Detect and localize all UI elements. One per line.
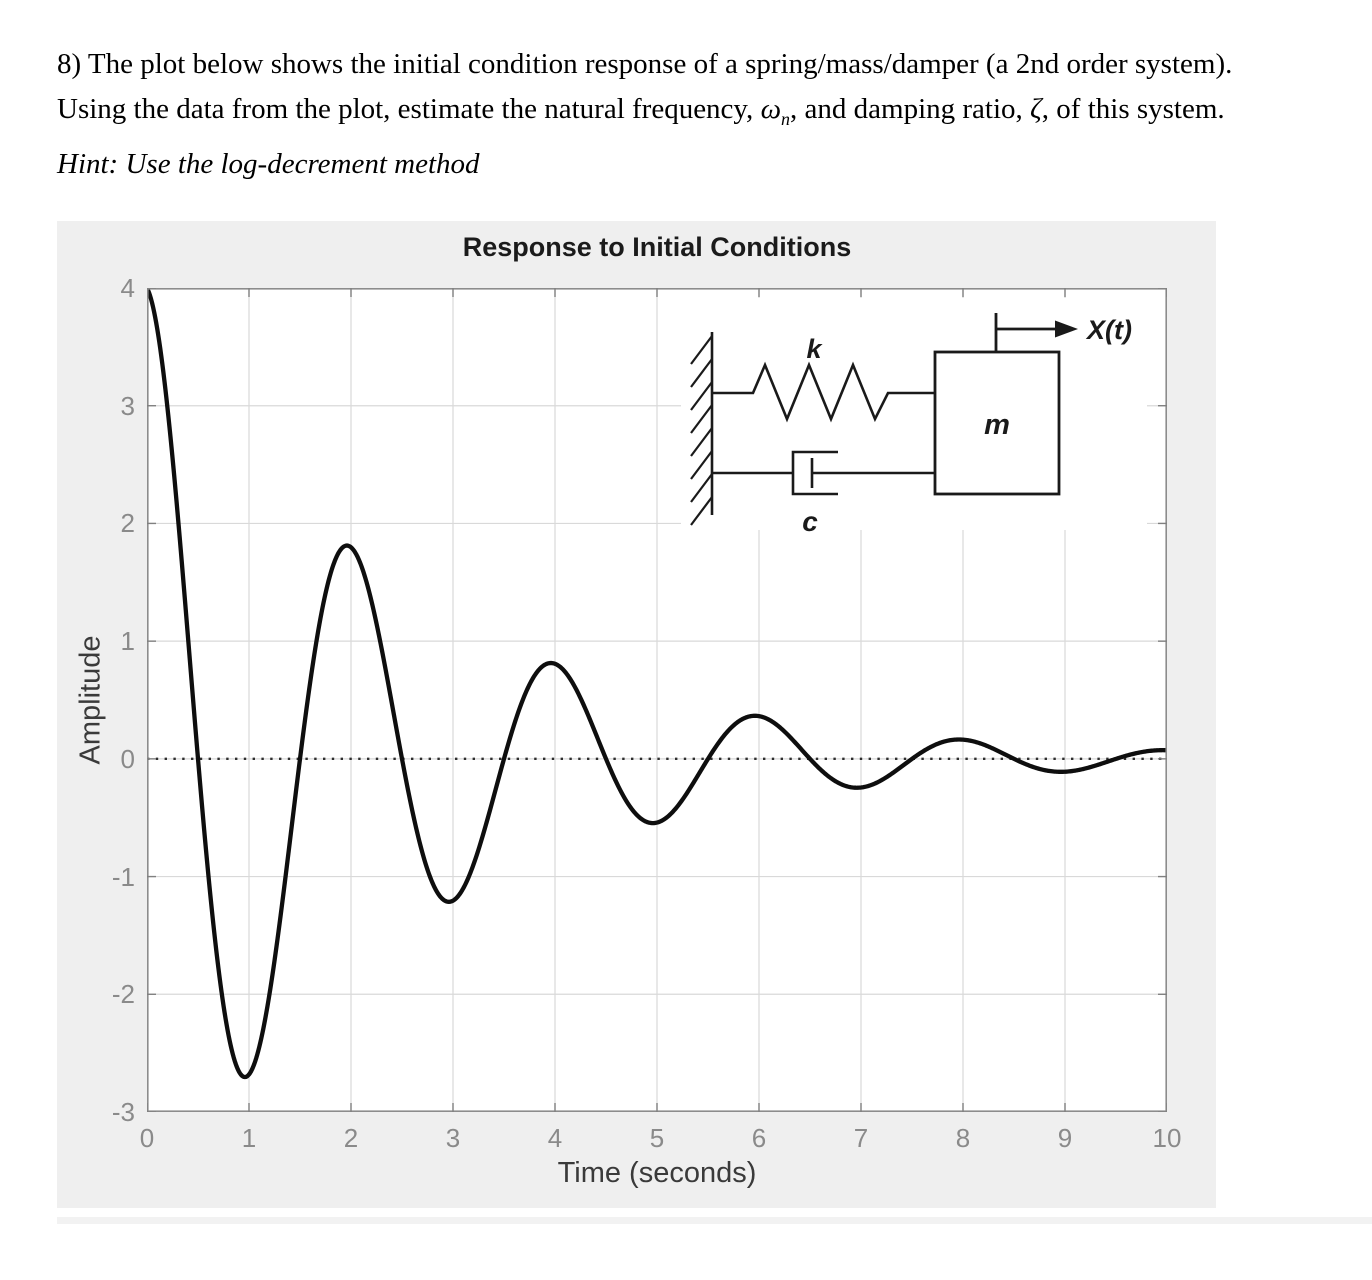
y-axis-title: Amplitude <box>74 635 107 765</box>
x-tick-label: 7 <box>853 1123 869 1153</box>
plot-area: k c m X(t) <box>147 288 1167 1112</box>
x-tick-label: 8 <box>955 1123 971 1153</box>
x-tick-label: 5 <box>649 1123 665 1153</box>
y-tick-label: -2 <box>111 979 135 1010</box>
x-tick-label: 1 <box>241 1123 257 1153</box>
plot-canvas: k c m X(t) <box>147 288 1167 1112</box>
x-tick-label: 6 <box>751 1123 767 1153</box>
y-tick-label: 0 <box>120 743 135 774</box>
inset-background <box>681 298 1147 530</box>
spring-label: k <box>806 334 823 364</box>
mass-block <box>933 350 1061 496</box>
y-tick-label: 1 <box>120 626 135 657</box>
question-line-2-mid: , and damping ratio, <box>790 93 1031 125</box>
zeta-symbol: ζ <box>1030 93 1042 125</box>
question-line-2-pre: Using the data from the plot, estimate t… <box>57 93 761 125</box>
wall-hatching <box>690 335 713 526</box>
x-tick-label: 9 <box>1057 1123 1073 1153</box>
x-tick-label: 10 <box>1152 1123 1182 1153</box>
y-tick-label: 4 <box>120 273 135 303</box>
damper <box>712 450 935 496</box>
figure-panel: Response to Initial Conditions <box>57 221 1216 1208</box>
y-tick-label: -1 <box>111 861 135 892</box>
question-line-2-post: , of this system. <box>1041 93 1225 125</box>
bottom-strip <box>57 1217 1372 1224</box>
x-tick-label: 0 <box>139 1123 155 1153</box>
question-hint: Hint: Use the log-decrement method <box>57 147 480 180</box>
spring-mass-damper-diagram: k c m X(t) <box>681 298 1147 537</box>
mass-label: m <box>984 409 1010 441</box>
spring <box>712 361 935 423</box>
question-line-2: Using the data from the plot, estimate t… <box>57 87 1357 142</box>
question-text: 8) The plot below shows the initial cond… <box>57 42 1357 187</box>
omega-symbol: ωn <box>760 93 791 129</box>
response-curve <box>147 288 1167 1080</box>
x-axis-title: Time (seconds) <box>557 1157 757 1189</box>
displacement-label: X(t) <box>1085 315 1132 345</box>
damper-label: c <box>802 506 818 537</box>
x-tick-label: 3 <box>445 1123 461 1153</box>
x-tick-label: 4 <box>547 1123 563 1153</box>
y-tick-label: -3 <box>111 1097 135 1127</box>
question-line-1: 8) The plot below shows the initial cond… <box>57 48 1233 80</box>
displacement-arrow <box>994 313 1078 352</box>
y-tick-label: 2 <box>120 508 135 539</box>
y-tick-label: 3 <box>120 390 135 421</box>
chart-title: Response to Initial Conditions <box>462 232 852 262</box>
x-tick-label: 2 <box>343 1123 359 1153</box>
